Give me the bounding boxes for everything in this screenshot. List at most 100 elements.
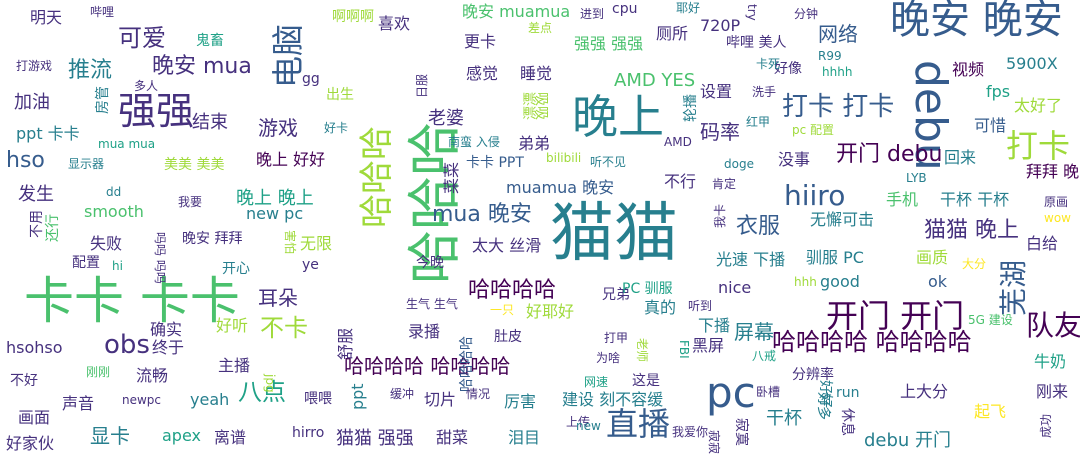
word: 无懈可击 [810, 210, 875, 229]
word: ppt 卡卡 [16, 124, 80, 143]
word: 寂寂 [707, 430, 721, 455]
word: 晚安 拜拜 [182, 231, 243, 247]
word: 不行 [664, 172, 697, 191]
word: LYB [906, 171, 927, 185]
word: 设置 [700, 82, 733, 101]
word: gg [302, 71, 320, 87]
word: hirro [292, 425, 325, 441]
word: 寂寞 [733, 418, 749, 446]
word: doge [724, 157, 754, 171]
word: hsohso [6, 338, 63, 357]
word: 我要 [178, 195, 203, 209]
word: 吸吸 [533, 92, 549, 120]
word: 视频 [952, 60, 985, 79]
word: 听不见 [590, 155, 627, 169]
word: 出生 [326, 87, 354, 103]
word: 屏幕 [734, 320, 774, 344]
word: 舒服 [336, 327, 355, 360]
word: 分辨率 [792, 367, 834, 383]
word: 厉害 [504, 392, 537, 411]
word: 听到 [688, 299, 713, 313]
word: 好听 [216, 316, 249, 335]
word: 今晚 [416, 255, 444, 271]
word: 好卡 [324, 121, 349, 135]
word: 洗手 [752, 85, 777, 99]
word: good [820, 272, 860, 291]
word: 录播 [408, 322, 441, 341]
word: 牛奶 [1034, 352, 1067, 371]
word: 厕所 [656, 24, 689, 43]
word: obs [104, 330, 150, 360]
word: 刚刚 [86, 365, 111, 379]
word: 猫猫 晚上 [924, 218, 1019, 243]
word: new pc [246, 204, 304, 223]
word: 推流 [68, 58, 113, 83]
word: 声音 [62, 394, 95, 413]
word: AMD YES [614, 70, 696, 91]
word: pc 配置 [792, 123, 835, 137]
word: 上传 [566, 415, 591, 429]
word: 没事 [778, 150, 811, 169]
word: 房管 [95, 86, 111, 114]
word: 无限 [300, 234, 333, 253]
word: 5G 建设 [968, 313, 1013, 327]
word: 结束 [192, 112, 228, 133]
word: PC 驯服 [622, 281, 673, 297]
word: 泪目 [508, 428, 541, 447]
word: 这是 [632, 373, 660, 389]
word: yeah [190, 390, 230, 409]
word: 显示器 [68, 157, 105, 171]
word: 5900X [1006, 54, 1058, 73]
word: 网速 [584, 375, 609, 389]
word: 耶好 [676, 1, 701, 15]
word: 不卡 [260, 314, 308, 342]
word: 哈哈哈哈 哈哈哈哈 [772, 328, 972, 356]
word: 确实 [150, 320, 183, 339]
word: 兄弟 [602, 287, 630, 303]
word: 一只 [490, 303, 515, 317]
word: 猫猫 [550, 197, 678, 271]
word: 八戒 [752, 349, 777, 363]
word: 南蛮 入侵 [448, 135, 500, 149]
word: 卡死 [756, 57, 781, 71]
word: 下播 [698, 316, 731, 335]
word: 刚来 [1036, 382, 1069, 401]
word: 甜菜 [436, 428, 469, 447]
word: bilibili [546, 151, 582, 165]
word: 菜菜 [442, 161, 461, 194]
word: 吗吗 吗吗 [153, 232, 167, 284]
word: 缓冲 [390, 387, 415, 401]
word: hhh [794, 275, 817, 289]
word: 晚安 mua [152, 54, 252, 79]
word: 拜拜 晚安 [1026, 162, 1080, 181]
word: 芜湖 [997, 259, 1030, 316]
word: 肯定 [712, 177, 737, 191]
word: 加油 [14, 92, 50, 113]
word: 黑屏 [692, 336, 725, 355]
word: 生气 生气 [406, 297, 458, 311]
word: 肚皮 [494, 329, 522, 345]
word: 晚上 好好 [256, 150, 326, 169]
word: hiiro [784, 179, 846, 212]
word: muamua 晚安 [506, 178, 615, 197]
word: 分钟 [794, 7, 819, 21]
word: 红甲 [746, 115, 771, 129]
word: 差点 [528, 21, 553, 35]
word: 画面 [18, 408, 51, 427]
word: 码率 [700, 120, 740, 144]
word: 配置 [72, 255, 100, 271]
word: 猫猫 强强 [336, 428, 414, 449]
word: try [745, 4, 759, 21]
word: 上大分 [900, 382, 949, 401]
word: wow [1044, 211, 1071, 225]
word: 回来 [944, 148, 977, 167]
word: mua 晚安 [432, 202, 532, 227]
word: 卡卡 PPT [466, 155, 524, 171]
word: 鬼畜 [196, 33, 224, 49]
word: 起飞 [974, 402, 1007, 421]
word: 网络 [818, 22, 858, 46]
word: 我卡 [713, 203, 727, 228]
word: 开门 debu [836, 142, 943, 167]
word: 打卡 打卡 [782, 92, 895, 122]
word: 弟弟 [518, 134, 551, 153]
